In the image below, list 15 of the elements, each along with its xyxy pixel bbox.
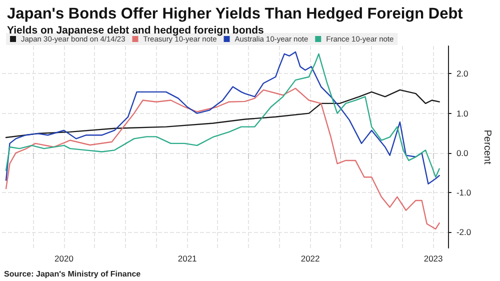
- x-tick-label: 2020: [54, 254, 74, 264]
- x-tick-label: 2022: [300, 254, 320, 264]
- chart-title: Japan's Bonds Offer Higher Yields Than Hedged Foreign Debt: [7, 6, 463, 22]
- y-tick-label: 0.0: [456, 148, 469, 158]
- x-tick-label: 2023: [424, 254, 444, 264]
- line-series: [5, 89, 440, 138]
- y-tick-label: 1.0: [456, 108, 469, 118]
- y-axis-title: Percent: [482, 130, 492, 164]
- x-tick-label: 2021: [178, 254, 198, 264]
- chart-subtitle: Yields on Japanese debt and hedged foreign bonds: [7, 24, 264, 36]
- y-tick-label: -2.0: [456, 227, 472, 238]
- source-note: Source: Japan's Ministry of Finance: [4, 270, 142, 278]
- y-tick-label: -1.0: [456, 188, 472, 198]
- line-series: [5, 88, 440, 230]
- y-tick-label: 2.0: [456, 68, 469, 79]
